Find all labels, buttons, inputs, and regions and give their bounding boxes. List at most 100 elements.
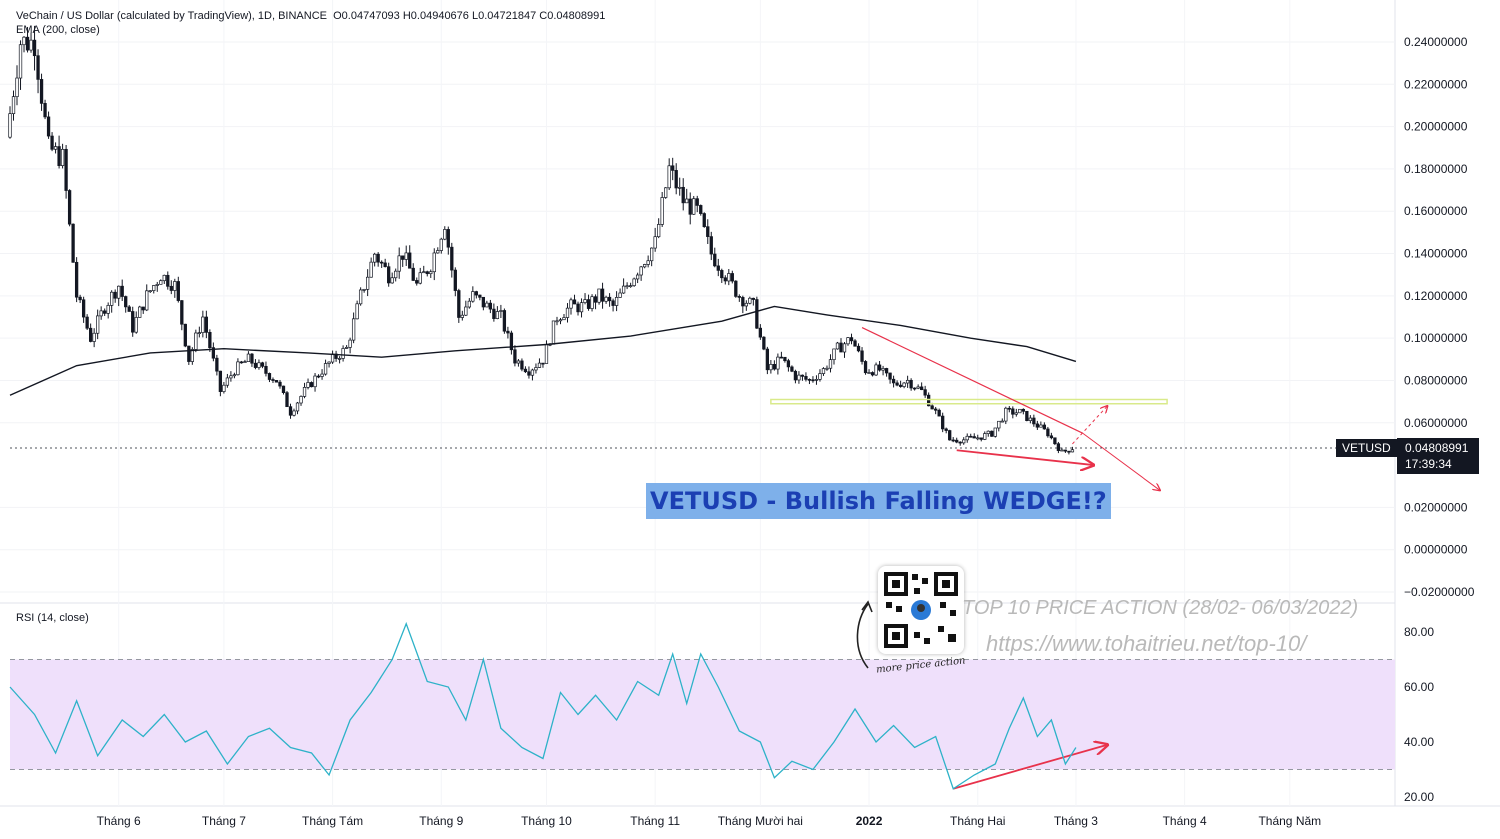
candle-body — [783, 356, 787, 362]
candle-body — [765, 348, 770, 371]
rsi-divergence-arrow — [952, 745, 1107, 790]
candle — [471, 286, 475, 303]
candles — [8, 25, 1075, 455]
candle-body — [85, 316, 89, 329]
candle — [786, 358, 791, 372]
candle-body — [117, 285, 121, 299]
candle — [243, 359, 247, 363]
candle-body — [755, 299, 759, 329]
time-tick-label: Tháng 6 — [97, 814, 141, 828]
candle-body — [369, 261, 373, 278]
candle-body — [358, 289, 363, 305]
candle-body — [211, 347, 216, 359]
candle-body — [955, 439, 959, 443]
candle — [748, 296, 752, 305]
symbol-badge: VETUSD — [1336, 439, 1397, 457]
candle-body — [166, 274, 170, 287]
candle-body — [22, 36, 26, 46]
candle — [706, 219, 710, 244]
qr-code-icon[interactable] — [878, 566, 964, 654]
price-tick-label: 0.16000000 — [1404, 204, 1468, 218]
candle-body — [867, 372, 871, 374]
symbol-title: VeChain / US Dollar (calculated by Tradi… — [16, 10, 327, 22]
candle — [380, 260, 384, 268]
candle-body — [337, 358, 342, 360]
candle-body — [804, 376, 808, 380]
candle — [755, 296, 759, 329]
candle-body — [341, 348, 345, 359]
candle — [699, 204, 703, 216]
candle-body — [25, 36, 30, 51]
candle-body — [485, 302, 489, 308]
candle — [583, 293, 587, 305]
candle — [723, 275, 727, 285]
breakout-arrow — [1072, 406, 1107, 445]
axes: 0.24000000 0.22000000 0.20000000 0.18000000… — [97, 35, 1475, 828]
candle-body — [657, 224, 661, 238]
candle-body — [201, 316, 205, 333]
candle — [88, 323, 93, 343]
candle-body — [646, 260, 650, 265]
candle-body — [204, 316, 209, 333]
candle-body — [527, 371, 531, 376]
candle-body — [664, 187, 668, 198]
indicator-label[interactable]: EMA (200, close) — [16, 24, 100, 36]
candle-body — [534, 367, 538, 371]
candle — [948, 429, 952, 441]
candle — [1053, 437, 1057, 446]
candle — [432, 248, 436, 281]
candle — [443, 226, 447, 241]
candle — [506, 326, 510, 339]
candle — [401, 255, 405, 267]
candle-body — [99, 310, 103, 317]
candle-body — [870, 372, 875, 376]
promo-link[interactable]: https://www.tohaitrieu.net/top-10/ — [986, 631, 1307, 656]
time-tick-label: Tháng Năm — [1258, 814, 1321, 828]
candle — [600, 282, 605, 309]
candle — [246, 351, 251, 362]
candle-body — [197, 332, 201, 334]
candle — [43, 99, 47, 120]
candle — [222, 382, 226, 394]
candle — [176, 276, 180, 303]
candle-body — [888, 372, 892, 380]
candle-body — [320, 373, 324, 377]
candle-body — [267, 373, 272, 380]
candle — [916, 384, 920, 390]
candle-body — [604, 296, 608, 302]
candle — [513, 345, 517, 367]
candle — [341, 345, 345, 362]
candle — [60, 143, 65, 169]
candle-body — [572, 299, 577, 305]
candle-body — [997, 420, 1001, 429]
candle-body — [113, 291, 117, 299]
candle-body — [110, 291, 114, 306]
candle — [120, 279, 124, 301]
candle — [78, 294, 82, 303]
candle-body — [124, 296, 128, 308]
candle — [811, 376, 815, 383]
candle-body — [695, 198, 699, 206]
candle — [467, 298, 471, 309]
symbol-title-line: VeChain / US Dollar (calculated by Tradi… — [16, 9, 605, 23]
candle — [870, 371, 875, 377]
candle — [664, 187, 668, 199]
candle — [274, 380, 279, 383]
candle — [671, 157, 675, 181]
price-tick-label: 0.12000000 — [1404, 289, 1468, 303]
bar-countdown: 17:39:34 — [1405, 457, 1452, 471]
candle — [281, 385, 286, 395]
candle — [727, 269, 731, 286]
candle-body — [600, 288, 605, 302]
rsi-title[interactable]: RSI (14, close) — [16, 612, 89, 624]
candle — [702, 212, 706, 228]
candle-body — [81, 299, 86, 318]
candle-body — [492, 308, 496, 319]
candle — [74, 257, 79, 303]
candle — [194, 329, 198, 353]
candle-body — [383, 262, 387, 268]
candle — [639, 265, 643, 281]
candle — [692, 195, 696, 215]
candle — [681, 178, 685, 211]
